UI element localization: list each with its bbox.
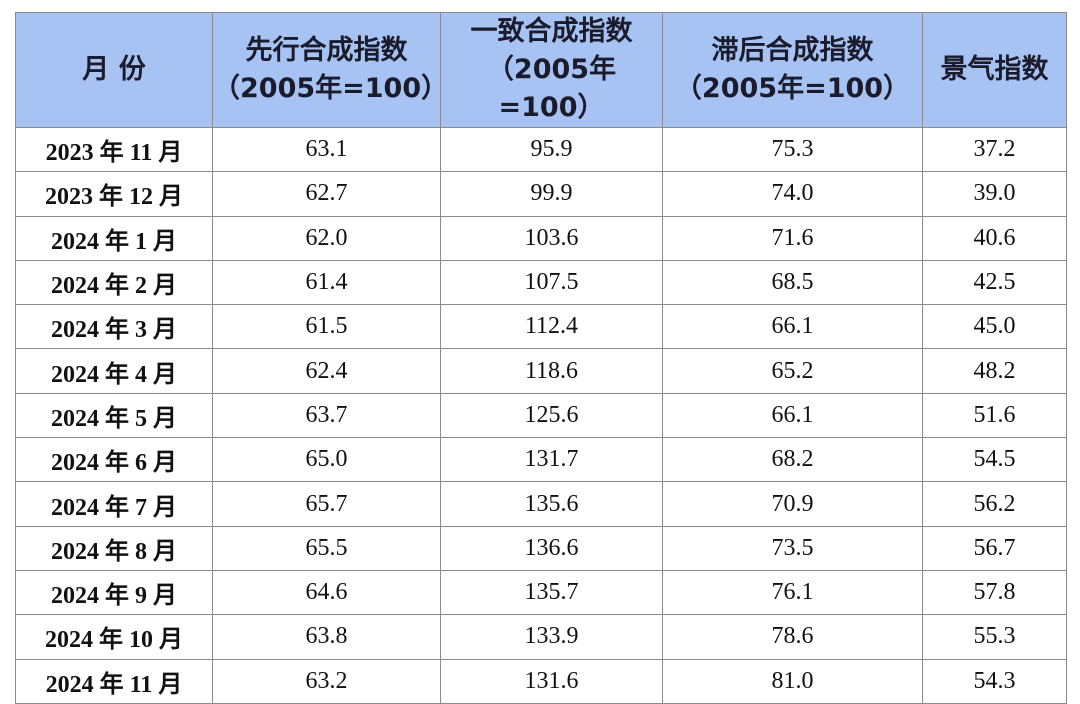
data-cell: 54.3 <box>922 658 1067 704</box>
data-cell: 66.1 <box>662 304 923 350</box>
row-label: 2024 年 1 月 <box>15 215 213 261</box>
data-row: 2024 年 7 月 65.7 135.6 70.9 56.2 <box>15 481 1067 527</box>
data-cell: 74.0 <box>662 171 923 217</box>
data-cell: 66.1 <box>662 392 923 439</box>
row-label: 2024 年 11 月 <box>15 658 213 704</box>
header-cell: 月 份 <box>15 12 213 128</box>
data-cell: 135.6 <box>440 481 663 527</box>
data-cell: 56.7 <box>922 525 1067 571</box>
row-label: 2024 年 7 月 <box>15 481 213 527</box>
header-text: 一致合成指数 <box>470 16 633 47</box>
data-row: 2024 年 2 月 61.4 107.5 68.5 42.5 <box>15 259 1067 306</box>
data-row: 2023 年 11 月 63.1 95.9 75.3 37.2 <box>15 126 1067 173</box>
data-cell: 65.5 <box>212 525 441 571</box>
data-cell: 40.6 <box>922 215 1067 261</box>
data-cell: 63.8 <box>212 614 441 660</box>
header-row: 月 份先行合成指数 （2005年=100） 一致合成指数 （2005年=100） 滞后合… <box>15 12 1067 128</box>
data-cell: 63.7 <box>212 392 441 439</box>
header-text: 先行合成指数 <box>245 35 408 66</box>
data-cell: 131.6 <box>440 658 663 704</box>
data-cell: 62.0 <box>212 215 441 261</box>
data-row: 2024 年 4 月 62.4 118.6 65.2 48.2 <box>15 348 1067 394</box>
data-cell: 133.9 <box>440 614 663 660</box>
data-cell: 95.9 <box>440 126 663 173</box>
data-cell: 63.2 <box>212 658 441 704</box>
data-cell: 57.8 <box>922 569 1067 616</box>
row-label: 2024 年 3 月 <box>15 304 213 350</box>
data-row: 2024 年 10 月 63.8 133.9 78.6 55.3 <box>15 614 1067 660</box>
data-cell: 76.1 <box>662 569 923 616</box>
data-cell: 55.3 <box>922 614 1067 660</box>
data-cell: 131.7 <box>440 437 663 483</box>
header-cell: 滞后合成指数 （2005年=100） <box>662 12 923 128</box>
row-label: 2024 年 9 月 <box>15 569 213 616</box>
row-label: 2024 年 5 月 <box>15 392 213 439</box>
header-text: 滞后合成指数 <box>711 35 874 66</box>
data-cell: 65.7 <box>212 481 441 527</box>
data-row: 2024 年 8 月 65.5 136.6 73.5 56.7 <box>15 525 1067 571</box>
data-cell: 39.0 <box>922 171 1067 217</box>
data-cell: 73.5 <box>662 525 923 571</box>
data-cell: 64.6 <box>212 569 441 616</box>
index-table: 月 份先行合成指数 （2005年=100） 一致合成指数 （2005年=100） 滞后合… <box>15 12 1067 704</box>
data-cell: 62.7 <box>212 171 441 217</box>
data-cell: 103.6 <box>440 215 663 261</box>
header-text: （2005年=100） <box>674 73 911 104</box>
row-label: 2023 年 11 月 <box>15 126 213 173</box>
data-cell: 71.6 <box>662 215 923 261</box>
row-label: 2024 年 2 月 <box>15 259 213 306</box>
data-cell: 51.6 <box>922 392 1067 439</box>
data-cell: 65.2 <box>662 348 923 394</box>
data-cell: 136.6 <box>440 525 663 571</box>
data-row: 2024 年 11 月 63.2 131.6 81.0 54.3 <box>15 658 1067 704</box>
data-row: 2024 年 5 月 63.7 125.6 66.1 51.6 <box>15 392 1067 439</box>
data-cell: 56.2 <box>922 481 1067 527</box>
data-cell: 48.2 <box>922 348 1067 394</box>
data-cell: 61.4 <box>212 259 441 306</box>
data-cell: 68.5 <box>662 259 923 306</box>
header-text: 景气指数 <box>940 54 1049 85</box>
data-cell: 112.4 <box>440 304 663 350</box>
data-cell: 37.2 <box>922 126 1067 173</box>
row-label: 2023 年 12 月 <box>15 171 213 217</box>
header-text: （2005年=100） <box>213 73 449 104</box>
data-cell: 62.4 <box>212 348 441 394</box>
data-row: 2024 年 9 月 64.6 135.7 76.1 57.8 <box>15 569 1067 616</box>
data-cell: 70.9 <box>662 481 923 527</box>
row-label: 2024 年 8 月 <box>15 525 213 571</box>
data-cell: 135.7 <box>440 569 663 616</box>
header-cell: 先行合成指数 （2005年=100） <box>212 12 449 128</box>
row-label: 2024 年 4 月 <box>15 348 213 394</box>
data-cell: 107.5 <box>440 259 663 306</box>
data-cell: 61.5 <box>212 304 441 350</box>
data-cell: 125.6 <box>440 392 663 439</box>
header-cell: 一致合成指数 （2005年=100） <box>440 12 663 128</box>
row-label: 2024 年 10 月 <box>15 614 213 660</box>
header-text: （2005年=100） <box>486 54 617 123</box>
table-body: 2023 年 11 月 63.1 95.9 75.3 37.2 2023 年 12 月 62… <box>15 126 1067 704</box>
data-cell: 63.1 <box>212 126 441 173</box>
data-cell: 99.9 <box>440 171 663 217</box>
data-cell: 54.5 <box>922 437 1067 483</box>
header-cell: 景气指数 <box>922 12 1067 128</box>
data-cell: 78.6 <box>662 614 923 660</box>
data-row: 2024 年 6 月 65.0 131.7 68.2 54.5 <box>15 437 1067 483</box>
data-row: 2024 年 3 月 61.5 112.4 66.1 45.0 <box>15 304 1067 350</box>
data-cell: 42.5 <box>922 259 1067 306</box>
header-text: 月 份 <box>82 54 146 85</box>
row-label: 2024 年 6 月 <box>15 437 213 483</box>
data-row: 2023 年 12 月 62.7 99.9 74.0 39.0 <box>15 171 1067 217</box>
data-row: 2024 年 1 月 62.0 103.6 71.6 40.6 <box>15 215 1067 261</box>
data-cell: 118.6 <box>440 348 663 394</box>
data-cell: 68.2 <box>662 437 923 483</box>
data-cell: 45.0 <box>922 304 1067 350</box>
data-cell: 75.3 <box>662 126 923 173</box>
data-cell: 81.0 <box>662 658 923 704</box>
data-cell: 65.0 <box>212 437 441 483</box>
